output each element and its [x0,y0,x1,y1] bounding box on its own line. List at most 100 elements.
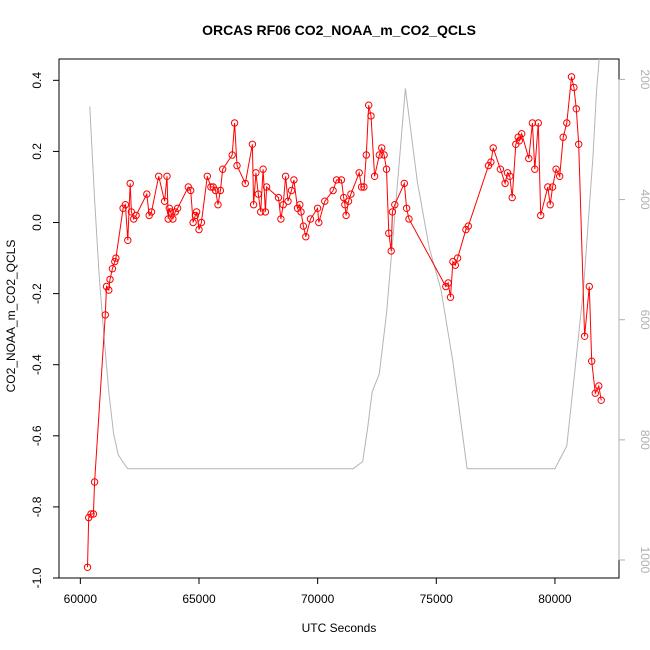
y-tick-label: -0.6 [30,425,44,446]
data-point [506,172,514,181]
data-point [230,119,239,127]
data-point [405,215,413,223]
data-point [489,144,497,152]
data-point [380,151,388,159]
x-tick-label: 70000 [301,592,335,606]
data-point [321,197,329,205]
data-point [171,208,180,216]
data-point [254,190,262,198]
data-point [261,208,270,216]
data-point [197,218,206,227]
data-point [370,172,379,181]
y-tick-label: -0.4 [30,354,44,375]
y-tick-label: -1.0 [30,567,44,588]
x-tick-label: 75000 [420,592,454,606]
data-point [173,204,182,213]
data-point [147,208,156,216]
data-point [508,193,516,202]
data-point [124,236,132,245]
data-point [391,201,399,209]
y2-tick-label: 200 [638,69,650,89]
x-tick-label: 80000 [538,592,572,606]
y-axis: -1.0 -0.8 -0.6 -0.4 -0.2 0.0 0.2 0.4 [30,72,60,588]
data-point [257,208,265,216]
data-point [337,176,346,184]
data-point [332,176,341,184]
data-point [315,218,323,227]
data-point [111,257,119,266]
data-point [87,510,95,518]
data-point [575,140,583,149]
chart-title: ORCAS RF06 CO2_NOAA_m_CO2_QCLS [202,22,476,38]
data-point [444,279,452,287]
series-line [87,76,602,568]
data-point [528,119,537,127]
data-point [165,204,174,213]
data-point [570,83,578,92]
y2-tick-label: 600 [638,310,650,330]
data-point [241,179,250,188]
data-point [287,186,296,195]
data-point [191,211,200,220]
data-point [187,186,195,195]
data-point [402,204,411,213]
y2-tick-label: 1000 [638,547,650,574]
data-point [121,201,130,209]
data-point [127,208,136,216]
data-point [214,201,222,209]
y-tick-label: 0.4 [30,72,44,89]
data-point [355,169,363,177]
data-point [108,265,117,273]
data-point [595,382,603,390]
data-point [464,222,472,230]
data-point [597,396,605,404]
data-point [279,201,287,209]
data-point [262,183,271,191]
data-point [451,261,459,269]
data-point [216,186,225,195]
data-point [219,165,227,173]
secondary-series-line [89,59,600,470]
data-point [284,197,292,205]
data-point [290,176,298,184]
data-point [496,165,505,173]
data-point [207,183,215,191]
x-axis: 60000 65000 70000 75000 80000 [64,577,572,606]
data-point [591,389,599,397]
data-point [126,179,134,188]
data-point [132,211,140,220]
data-point [90,478,99,486]
data-point [347,190,355,198]
data-point [299,222,308,230]
data-point [112,254,120,262]
data-point [537,211,545,220]
data-point [515,137,523,145]
secondary-y-axis: 200 400 600 800 1000 [618,69,650,574]
data-point [357,183,366,191]
data-point [155,172,163,181]
data-point [85,513,93,522]
data-point [588,357,596,365]
data-point [119,204,127,213]
data-point [387,247,395,255]
data-point [296,201,304,209]
data-point [329,186,337,195]
data-point [365,101,373,109]
data-point [106,275,114,284]
data-point [302,233,310,241]
data-point [388,208,397,216]
data-point [228,151,236,159]
data-point [195,225,203,234]
data-point [344,197,353,205]
data-point [585,282,593,291]
y2-tick-label: 400 [638,190,650,210]
data-point [501,179,509,188]
x-axis-title: UTC Seconds [302,621,377,635]
data-point [249,201,258,209]
y2-tick-label: 800 [638,430,650,450]
data-point [378,144,386,152]
data-point [163,172,171,181]
data-point [340,193,348,202]
data-point [102,282,111,291]
data-point [101,311,110,319]
